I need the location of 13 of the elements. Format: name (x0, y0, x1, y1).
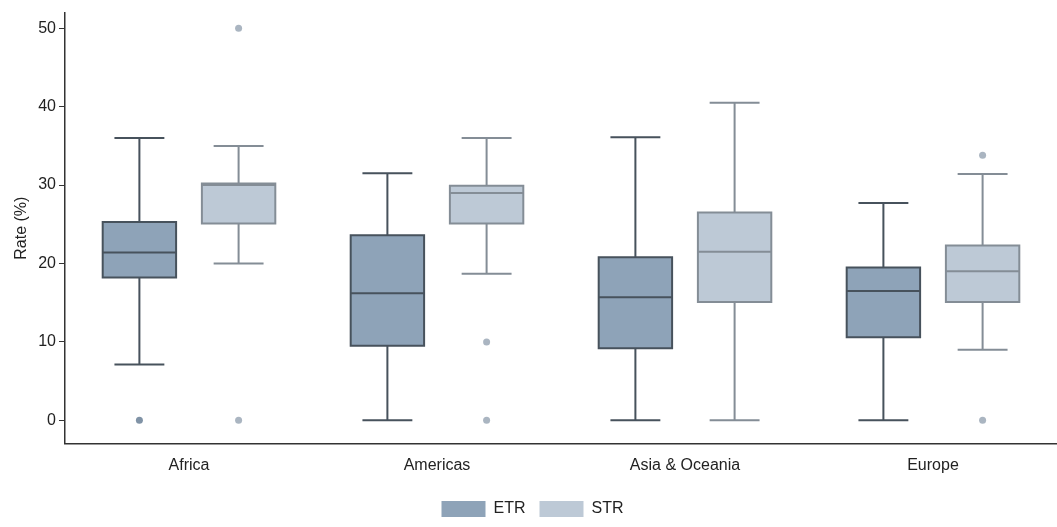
x-tick-label: Americas (403, 455, 471, 473)
x-tick-label: Asia & Oceania (629, 455, 741, 473)
legend-label: ETR (493, 499, 526, 517)
y-tick-label: 30 (38, 175, 57, 193)
y-tick-label: 40 (38, 97, 57, 115)
y-axis-title: Rate (%) (12, 196, 30, 260)
y-tick-label: 10 (38, 332, 57, 350)
y-tick-label: 0 (47, 410, 57, 428)
y-tick-label: 20 (38, 253, 57, 271)
x-tick-label: Africa (168, 455, 210, 473)
x-tick-label: Europe (907, 455, 959, 473)
y-tick-label: 50 (38, 18, 57, 36)
legend-label: STR (591, 499, 624, 517)
